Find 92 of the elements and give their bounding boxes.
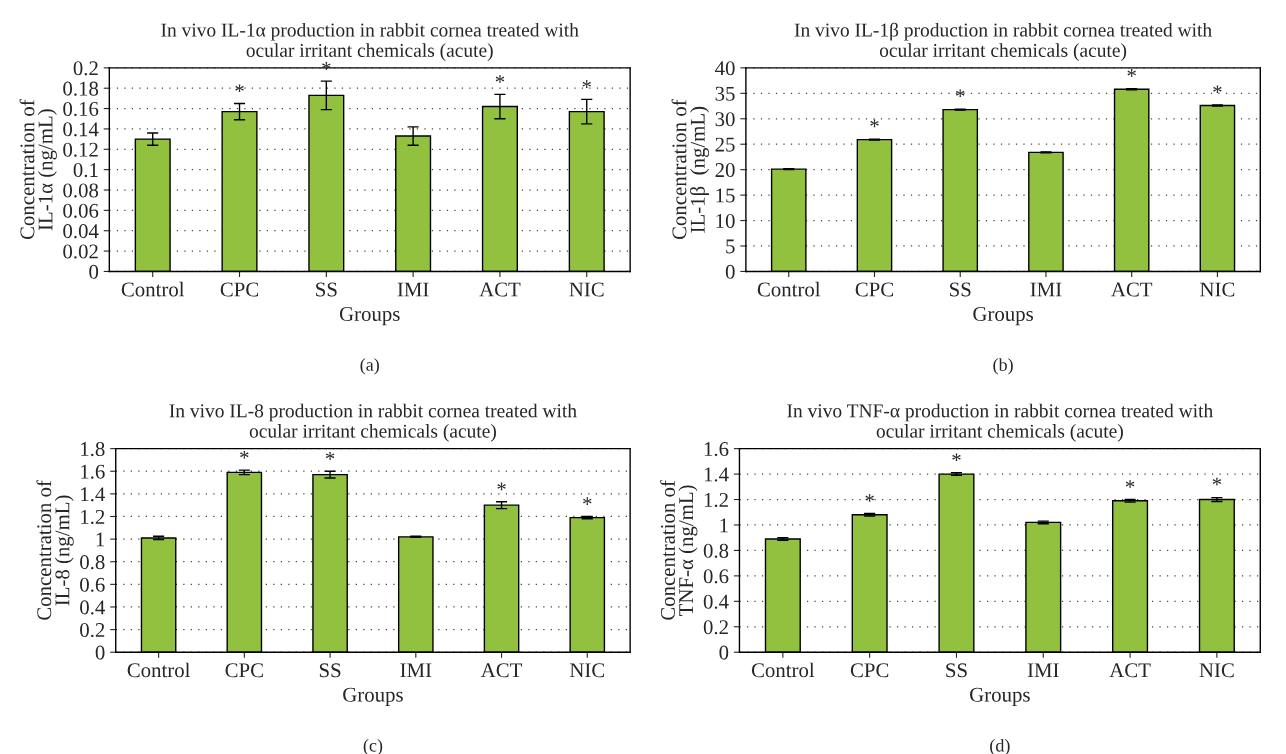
y-tick-label: 1.4 [81, 487, 105, 502]
x-tick-label: ACT [1111, 282, 1153, 297]
x-tick-label: SS [950, 282, 971, 297]
annotation: * [582, 80, 591, 88]
chart-title: In vivo IL-1β production in rabbit cornea treated with ocular irritant chemicals (acute) [794, 22, 1212, 61]
y-axis-title: Concentration of IL-1β (ng/mL) [671, 99, 710, 240]
y-tick-label: 0.4 [703, 594, 729, 609]
y-tick-label: 0.2 [73, 61, 98, 76]
x-tick-label: NIC [1200, 282, 1235, 297]
annotation: * [870, 119, 879, 128]
x-tick-label: Control [757, 281, 821, 297]
y-tick-label: 1.4 [704, 467, 729, 482]
chart-title: In vivo IL-1α production in rabbit cornea treated with ocular irritant chemicals (acute) [161, 22, 579, 61]
x-axis-title: Groups [970, 687, 1030, 706]
y-tick-label: 0.8 [80, 555, 105, 570]
x-tick-label: IMI [1030, 282, 1062, 297]
y-tick-label: 0.4 [80, 600, 105, 615]
annotation: * [1213, 85, 1222, 94]
y-tick-label: 0.6 [80, 577, 105, 592]
y-tick-label: 20 [715, 163, 735, 178]
y-tick-label: 40 [715, 61, 735, 76]
x-tick-label: CPC [225, 663, 263, 678]
x-tick-label: Control [127, 662, 191, 678]
y-tick-label: 0.16 [63, 101, 99, 117]
x-tick-label: ACT [1109, 663, 1151, 678]
annotation: * [956, 89, 965, 98]
annotation: * [235, 84, 244, 93]
y-tick-label: 1.6 [704, 442, 729, 457]
annotation: * [495, 75, 505, 83]
annotation: * [952, 453, 961, 462]
x-tick-label: IMI [397, 282, 429, 297]
y-tick-label: 0.18 [63, 81, 99, 96]
x-tick-label: ACT [479, 282, 521, 297]
x-tick-label: SS [319, 663, 341, 678]
y-tick-label: 0.2 [80, 622, 105, 638]
y-tick-label: 0.04 [63, 224, 99, 239]
y-tick-label: 0.14 [63, 122, 99, 137]
x-axis-title: Groups [343, 687, 403, 706]
y-tick-label: 0.08 [63, 183, 99, 198]
y-tick-label: 0.8 [703, 543, 729, 558]
x-tick-label: NIC [569, 282, 604, 297]
y-tick-label: 1.8 [81, 442, 105, 457]
annotation: * [1125, 480, 1135, 488]
x-axis-title: Groups [339, 306, 400, 326]
x-axis-title: Groups [973, 306, 1033, 326]
x-tick-label: ACT [480, 663, 523, 678]
annotation: * [1212, 477, 1222, 486]
chart-title: In vivo IL-8 production in rabbit cornea treated with ocular irritant chemicals (acute) [169, 403, 577, 442]
y-tick-label: 1.2 [81, 509, 105, 525]
x-tick-label: SS [946, 663, 967, 678]
y-tick-label: 0 [719, 645, 729, 660]
y-tick-label: 10 [716, 213, 735, 228]
y-tick-label: 0.06 [63, 203, 99, 218]
y-tick-label: 5 [726, 239, 735, 254]
y-tick-label: 1 [720, 518, 728, 533]
x-tick-label: SS [316, 282, 337, 297]
x-tick-label: NIC [1199, 663, 1234, 678]
y-tick-label: 25 [715, 137, 735, 152]
x-tick-label: Control [121, 281, 185, 297]
annotation: * [497, 482, 506, 491]
annotation: * [1127, 69, 1136, 77]
text: (b) [993, 358, 1013, 375]
y-tick-label: 0.6 [703, 569, 729, 584]
y-tick-label: 0.12 [63, 142, 98, 157]
annotation: * [865, 494, 874, 502]
y-tick-label: 1.2 [704, 492, 728, 508]
y-tick-label: 0.1 [73, 163, 98, 178]
y-tick-label: 0 [89, 264, 99, 279]
chart-title: In vivo TNF-α production in rabbit cornea treated with ocular irritant chemicals (acute) [787, 403, 1213, 442]
y-tick-label: 0 [725, 264, 735, 279]
y-axis-title: Concentration of IL-1α (ng/mL) [19, 99, 57, 240]
y-tick-label: 35 [715, 86, 735, 101]
text: (a) [360, 358, 379, 375]
y-axis-title: Concentration of IL-8 (ng/mL) [36, 480, 74, 620]
x-tick-label: CPC [850, 663, 889, 678]
x-tick-label: IMI [400, 663, 432, 678]
y-tick-label: 1.6 [81, 464, 105, 479]
annotation: * [583, 497, 592, 505]
y-axis-title: Concentration of TNF-α (ng/mL) [660, 480, 698, 620]
x-tick-label: NIC [569, 663, 605, 678]
y-tick-label: 15 [716, 188, 735, 203]
annotation: * [325, 452, 335, 460]
y-tick-label: 0.02 [63, 244, 98, 259]
y-tick-label: 30 [715, 112, 735, 127]
y-tick-label: 0 [95, 645, 105, 660]
x-tick-label: CPC [220, 282, 259, 297]
y-tick-label: 1 [96, 532, 105, 547]
annotation: * [240, 450, 249, 459]
x-tick-label: CPC [855, 282, 894, 297]
x-tick-label: Control [751, 662, 815, 678]
y-tick-label: 0.2 [703, 620, 728, 635]
x-tick-label: IMI [1027, 663, 1059, 678]
